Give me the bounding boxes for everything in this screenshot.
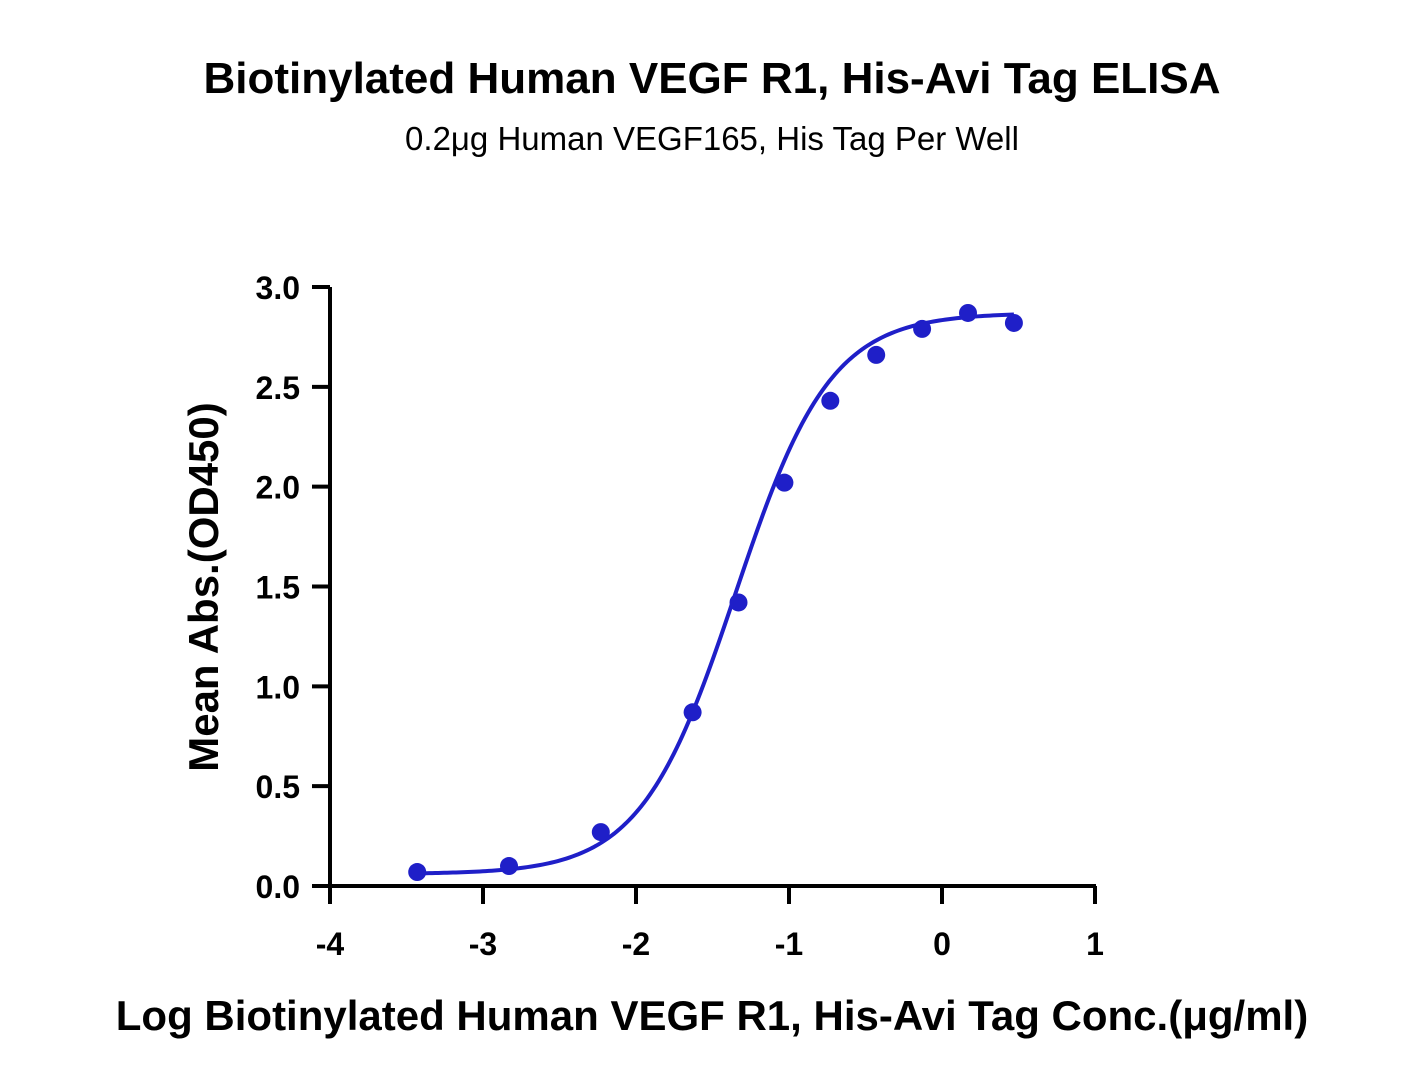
axes [328, 287, 1096, 888]
data-point [775, 473, 794, 492]
data-point [959, 303, 978, 322]
data-point [683, 703, 702, 722]
data-point [500, 857, 519, 876]
x-tick-label: -2 [622, 926, 650, 962]
chart-title: Biotinylated Human VEGF R1, His-Avi Tag … [203, 54, 1220, 103]
x-tick-label: -1 [775, 926, 803, 962]
y-tick-label: 1.5 [256, 570, 300, 606]
data-point [1004, 313, 1023, 332]
y-ticks: 0.0 0.5 1.0 1.5 2.0 2.5 3.0 [256, 270, 330, 905]
x-tick-label: -3 [469, 926, 497, 962]
y-axis-label: Mean Abs.(OD450) [180, 402, 227, 772]
fit-curve [417, 312, 1014, 876]
y-tick-label: 2.0 [256, 470, 300, 506]
x-tick-label: -4 [316, 926, 345, 962]
y-tick-label: 0.5 [256, 769, 300, 805]
x-axis-label: Log Biotinylated Human VEGF R1, His-Avi … [116, 992, 1308, 1039]
data-point [729, 593, 748, 612]
y-tick-label: 1.0 [256, 669, 300, 705]
data-point [591, 823, 610, 842]
x-ticks: -4 -3 -2 -1 0 1 [316, 886, 1104, 962]
y-tick-label: 3.0 [256, 270, 300, 306]
x-tick-label: 0 [933, 926, 951, 962]
chart-subtitle: 0.2μg Human VEGF165, His Tag Per Well [405, 120, 1019, 157]
y-tick-label: 0.0 [256, 869, 300, 905]
x-tick-label: 1 [1086, 926, 1104, 962]
data-point [913, 319, 932, 338]
data-point [867, 345, 886, 364]
data-point [821, 391, 840, 410]
data-points [408, 303, 1023, 882]
y-tick-label: 2.5 [256, 370, 300, 406]
data-point [408, 863, 427, 882]
